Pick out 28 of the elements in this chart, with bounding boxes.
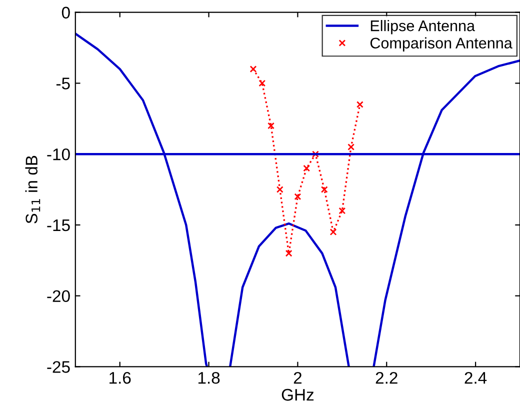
y-tick-label: -5 (56, 78, 70, 90)
y-tick-label: -15 (47, 220, 70, 232)
x-tick-label: 2.2 (376, 372, 398, 384)
y-axis-title: S$_{11}$ in dB (25, 156, 40, 224)
x-tick-label: 1.6 (110, 372, 131, 384)
point (276, 186, 284, 193)
legend-label: Comparison Antenna (370, 37, 512, 52)
y-tick-label: -25 (47, 361, 70, 373)
point (312, 150, 319, 158)
x-axis-title: GHz (282, 388, 314, 401)
legend-label: Ellipse Antenna (370, 20, 476, 34)
point (338, 207, 346, 214)
point (330, 228, 337, 236)
point (320, 186, 328, 193)
y-tick-label: 0 (62, 6, 70, 19)
x-tick-label: 2 (294, 372, 302, 384)
point (250, 66, 257, 73)
point (294, 193, 302, 200)
x-tick-label: 2.4 (464, 372, 487, 384)
point (303, 164, 310, 172)
point (268, 122, 274, 130)
point (285, 250, 292, 257)
point (258, 80, 266, 87)
point (348, 144, 355, 150)
x-tick-label: 1.8 (198, 372, 220, 384)
y-tick-label: -10 (47, 148, 70, 160)
y-tick-label: -20 (47, 290, 70, 302)
point (356, 101, 364, 108)
